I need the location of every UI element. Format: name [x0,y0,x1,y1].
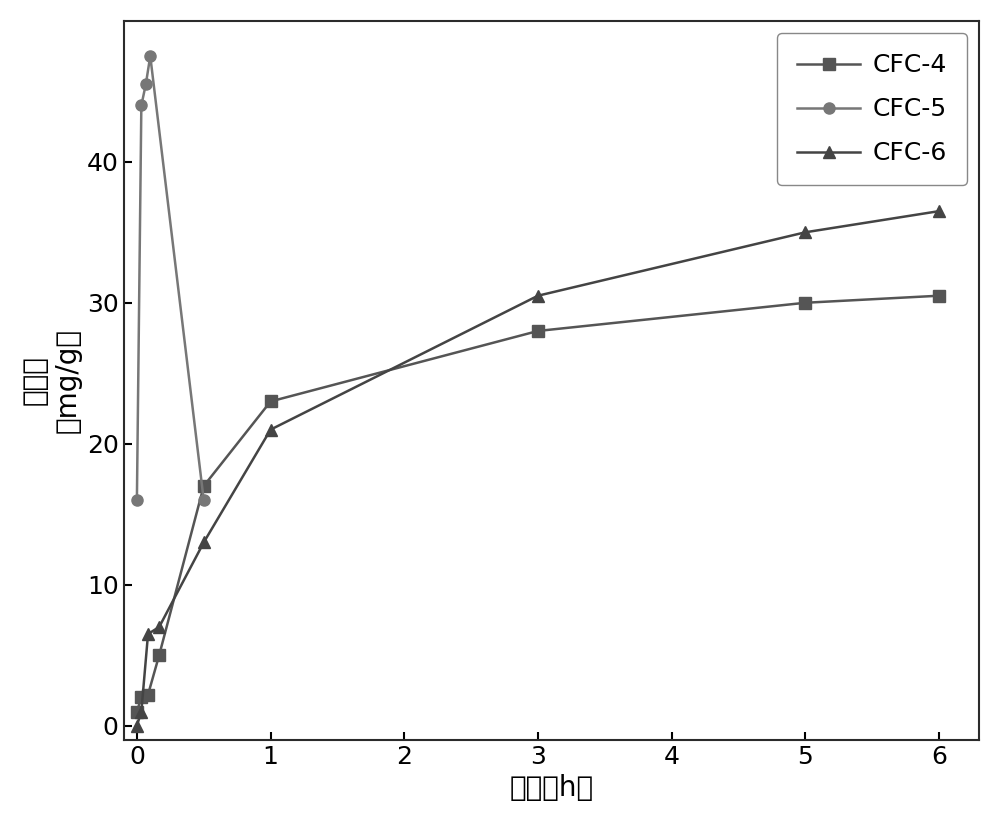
CFC-5 [135,100,147,110]
CFC-4 [135,692,147,702]
Line: CFC-6: CFC-6 [131,206,945,731]
CFC-6 [131,721,143,731]
Y-axis label: 吸附量
（mg/g）: 吸附量 （mg/g） [21,328,81,433]
CFC-6 [933,207,945,216]
CFC-6 [265,425,277,435]
CFC-4 [532,326,544,336]
CFC-5 [198,495,210,505]
CFC-5 [144,51,156,61]
Line: CFC-5: CFC-5 [131,50,209,505]
CFC-4 [933,291,945,300]
CFC-4 [131,707,143,717]
CFC-4 [265,397,277,407]
CFC-4 [153,650,165,660]
CFC-5 [140,79,152,89]
CFC-6 [142,629,154,639]
CFC-6 [153,622,165,632]
CFC-6 [799,227,811,237]
CFC-6 [532,291,544,300]
CFC-6 [135,707,147,717]
CFC-4 [142,690,154,700]
CFC-6 [198,537,210,547]
CFC-4 [198,481,210,491]
Line: CFC-4: CFC-4 [131,291,945,717]
Legend: CFC-4, CFC-5, CFC-6: CFC-4, CFC-5, CFC-6 [777,34,967,185]
CFC-4 [799,298,811,308]
CFC-5 [131,495,143,505]
X-axis label: 时间（h）: 时间（h） [509,774,593,802]
